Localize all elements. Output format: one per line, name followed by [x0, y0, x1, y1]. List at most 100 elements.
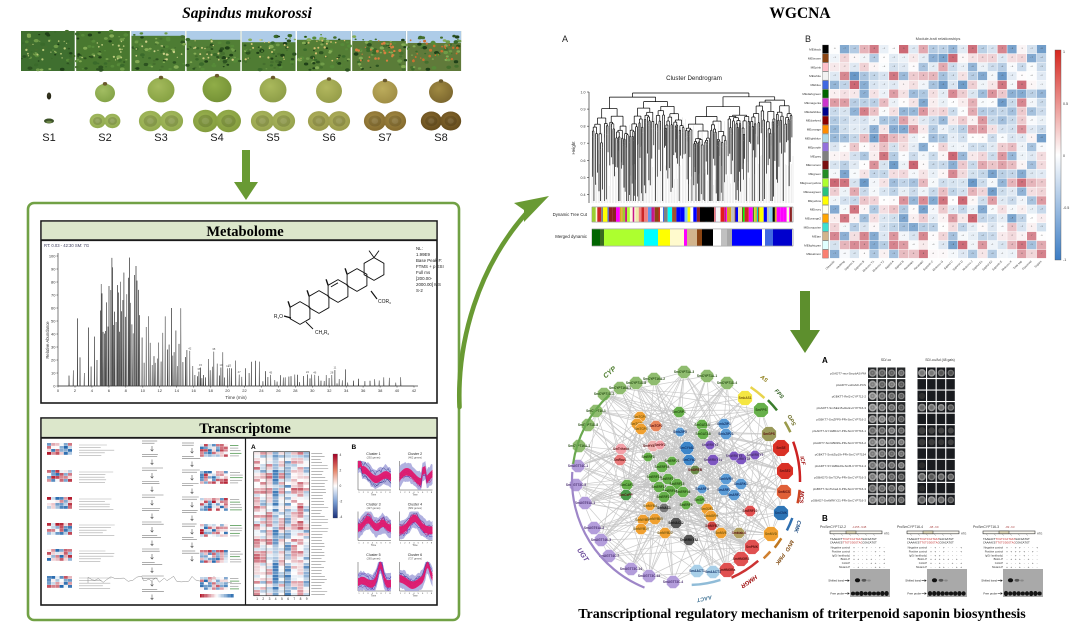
svg-text:-.4: -.4 [981, 48, 984, 50]
svg-text:.0: .0 [863, 164, 866, 166]
svg-text:.1: .1 [1001, 235, 1004, 237]
svg-text:.6: .6 [982, 128, 985, 130]
svg-text:-.9: -.9 [853, 75, 856, 77]
svg-text:.6: .6 [982, 244, 985, 246]
svg-text:.3: .3 [893, 208, 896, 210]
svg-text:SmUGT73C-14: SmUGT73C-14 [620, 567, 642, 571]
svg-text:-.3: -.3 [981, 146, 984, 148]
svg-text:.8: .8 [844, 182, 847, 184]
svg-text:.2: .2 [873, 93, 876, 95]
svg-text:MEsalmon: MEsalmon [806, 252, 821, 256]
svg-text:+: + [883, 557, 885, 561]
svg-text:.2: .2 [903, 146, 906, 148]
svg-text:-.4: -.4 [892, 191, 895, 193]
svg-text:-.3: -.3 [1040, 208, 1043, 210]
svg-text:-.3: -.3 [1040, 102, 1043, 104]
svg-text:.1: .1 [1031, 84, 1034, 86]
svg-text:.3: .3 [834, 191, 837, 193]
svg-text:SmWRKY2: SmWRKY2 [702, 443, 719, 447]
svg-text:.4: .4 [893, 137, 896, 139]
svg-text:45: 45 [269, 370, 273, 374]
svg-text:+: + [1010, 549, 1012, 553]
svg-text:-.0: -.0 [843, 253, 846, 255]
svg-text:.2: .2 [972, 57, 975, 59]
svg-text:+: + [1006, 561, 1008, 565]
svg-text:-.7: -.7 [863, 93, 866, 95]
svg-text:R1O: R1O [274, 314, 283, 320]
svg-text:-: - [961, 557, 962, 561]
svg-text:-.1: -.1 [912, 137, 915, 139]
svg-text:pGADT7-rec+SmpbAS-PM: pGADT7-rec+SmpbAS-PM [830, 372, 866, 376]
svg-text:-.0: -.0 [892, 48, 895, 50]
svg-text:-.4: -.4 [873, 75, 876, 77]
svg-text:-.4: -.4 [883, 173, 886, 175]
svg-text:-.2: -.2 [991, 146, 994, 148]
svg-text:-.3: -.3 [1011, 128, 1014, 130]
svg-text:-.3: -.3 [1040, 128, 1043, 130]
svg-text:-.4: -.4 [873, 173, 876, 175]
svg-text:24: 24 [259, 388, 264, 393]
svg-text:.7: .7 [922, 235, 925, 237]
svg-text:-: - [1024, 561, 1025, 565]
svg-text:-.3: -.3 [932, 155, 935, 157]
svg-text:38: 38 [378, 388, 383, 393]
svg-text:-: - [858, 549, 859, 553]
svg-text:.5: .5 [1001, 164, 1004, 166]
svg-text:-.6: -.6 [961, 155, 964, 157]
svg-text:-.3: -.3 [991, 66, 994, 68]
svg-text:+: + [1028, 565, 1030, 569]
svg-text:-.7: -.7 [873, 128, 876, 130]
svg-text:-.2: -.2 [833, 164, 836, 166]
svg-text:.0: .0 [942, 173, 945, 175]
svg-text:S1: S1 [42, 132, 55, 144]
svg-text:+: + [879, 553, 881, 557]
svg-text:-.1: -.1 [883, 48, 886, 50]
svg-text:-.2: -.2 [833, 146, 836, 148]
svg-text:.1: .1 [834, 93, 837, 95]
svg-text:.2: .2 [1001, 208, 1004, 210]
svg-text:-.5: -.5 [883, 119, 886, 121]
svg-text:30: 30 [51, 345, 56, 350]
svg-text:+: + [956, 557, 958, 561]
svg-text:.2: .2 [873, 200, 876, 202]
svg-text:.3: .3 [1041, 182, 1044, 184]
svg-text:Cluster Dendrogram: Cluster Dendrogram [666, 75, 722, 82]
svg-text:TAAGACTTCGTCCATGATGACAATGT: TAAGACTTCGTCCATGATGACAATGT [907, 538, 954, 541]
svg-text:-: - [1007, 553, 1008, 557]
svg-text:SmERF4b: SmERF4b [662, 489, 677, 493]
svg-text:SmARF2: SmARF2 [727, 493, 741, 497]
svg-text:.1: .1 [991, 84, 994, 86]
svg-text:SmHY5-ZIP-1: SmHY5-ZIP-1 [643, 444, 663, 448]
svg-text:+: + [1019, 557, 1021, 561]
svg-text:-.1: -.1 [1021, 200, 1024, 202]
svg-text:-.2: -.2 [883, 217, 886, 219]
svg-text:AS: AS [758, 374, 769, 384]
svg-text:SmCYb2: SmCYb2 [682, 458, 695, 462]
svg-text:.9: .9 [913, 164, 916, 166]
svg-text:B: B [352, 444, 357, 451]
svg-text:-.3: -.3 [843, 119, 846, 121]
svg-text:+: + [1010, 557, 1012, 561]
svg-text:Transcriptome: Transcriptome [199, 421, 291, 437]
svg-text:-.3: -.3 [912, 191, 915, 193]
svg-text:.8: .8 [844, 217, 847, 219]
svg-text:-.7: -.7 [1030, 57, 1033, 59]
svg-text:+: + [943, 549, 945, 553]
svg-text:10: 10 [141, 388, 146, 393]
svg-text:-.2: -.2 [883, 226, 886, 228]
svg-text:.2: .2 [844, 57, 847, 59]
svg-text:MVD: MVD [783, 539, 794, 553]
svg-text:-.2: -.2 [883, 75, 886, 77]
svg-text:8: 8 [389, 593, 391, 595]
svg-text:-.2: -.2 [1001, 200, 1004, 202]
svg-text:-: - [1015, 565, 1016, 569]
svg-text:-: - [952, 546, 953, 550]
svg-text:+: + [1019, 561, 1021, 565]
svg-text:-99 -63: -99 -63 [1005, 525, 1015, 529]
svg-text:-: - [952, 553, 953, 557]
svg-text:-.6: -.6 [902, 226, 905, 228]
svg-text:pGBKT7-SmbZip19+PR+SmCYP7154: pGBKT7-SmbZip19+PR+SmCYP7154 [815, 452, 867, 456]
svg-text:2: 2 [363, 542, 365, 544]
svg-text:Cluster 6: Cluster 6 [408, 553, 422, 557]
svg-text:.8: .8 [922, 253, 925, 255]
